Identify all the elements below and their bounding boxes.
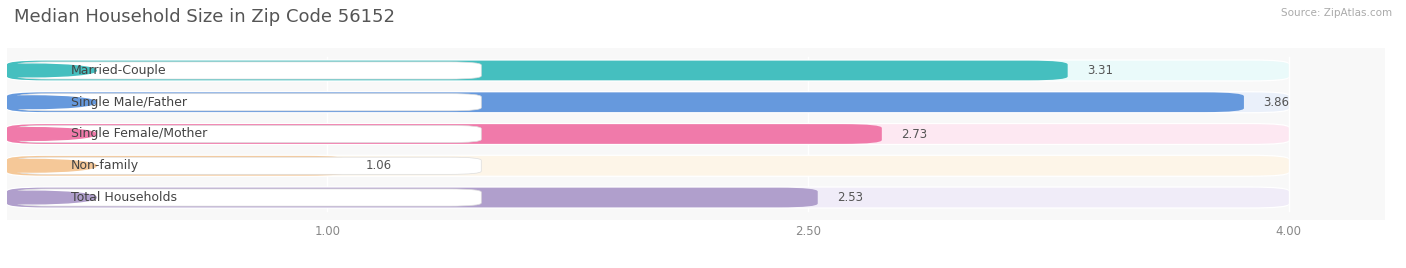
FancyBboxPatch shape xyxy=(7,123,1289,145)
FancyBboxPatch shape xyxy=(7,124,1289,144)
Text: Married-Couple: Married-Couple xyxy=(72,64,167,77)
Text: 2.73: 2.73 xyxy=(901,128,927,140)
Text: Total Households: Total Households xyxy=(72,191,177,204)
FancyBboxPatch shape xyxy=(7,59,1289,81)
Text: 2.53: 2.53 xyxy=(837,191,863,204)
Text: Median Household Size in Zip Code 56152: Median Household Size in Zip Code 56152 xyxy=(14,8,395,26)
Circle shape xyxy=(0,64,96,77)
FancyBboxPatch shape xyxy=(7,187,1289,209)
FancyBboxPatch shape xyxy=(7,156,347,176)
FancyBboxPatch shape xyxy=(7,61,1289,80)
Text: Source: ZipAtlas.com: Source: ZipAtlas.com xyxy=(1281,8,1392,18)
Text: 3.86: 3.86 xyxy=(1263,96,1289,109)
Text: 3.31: 3.31 xyxy=(1087,64,1114,77)
FancyBboxPatch shape xyxy=(17,94,481,111)
FancyBboxPatch shape xyxy=(7,91,1289,113)
FancyBboxPatch shape xyxy=(17,125,481,143)
Circle shape xyxy=(0,96,96,109)
FancyBboxPatch shape xyxy=(7,92,1289,112)
FancyBboxPatch shape xyxy=(17,62,481,79)
Circle shape xyxy=(0,128,96,140)
FancyBboxPatch shape xyxy=(7,92,1244,112)
FancyBboxPatch shape xyxy=(7,124,882,144)
Text: Single Female/Mother: Single Female/Mother xyxy=(72,128,207,140)
Text: 1.06: 1.06 xyxy=(366,159,392,172)
FancyBboxPatch shape xyxy=(17,189,481,206)
FancyBboxPatch shape xyxy=(7,188,1289,207)
Circle shape xyxy=(0,159,96,172)
FancyBboxPatch shape xyxy=(7,61,1067,80)
Text: Non-family: Non-family xyxy=(72,159,139,172)
FancyBboxPatch shape xyxy=(7,188,818,207)
Text: Single Male/Father: Single Male/Father xyxy=(72,96,187,109)
FancyBboxPatch shape xyxy=(7,156,1289,176)
Circle shape xyxy=(0,191,96,204)
FancyBboxPatch shape xyxy=(17,157,481,174)
FancyBboxPatch shape xyxy=(7,155,1289,177)
